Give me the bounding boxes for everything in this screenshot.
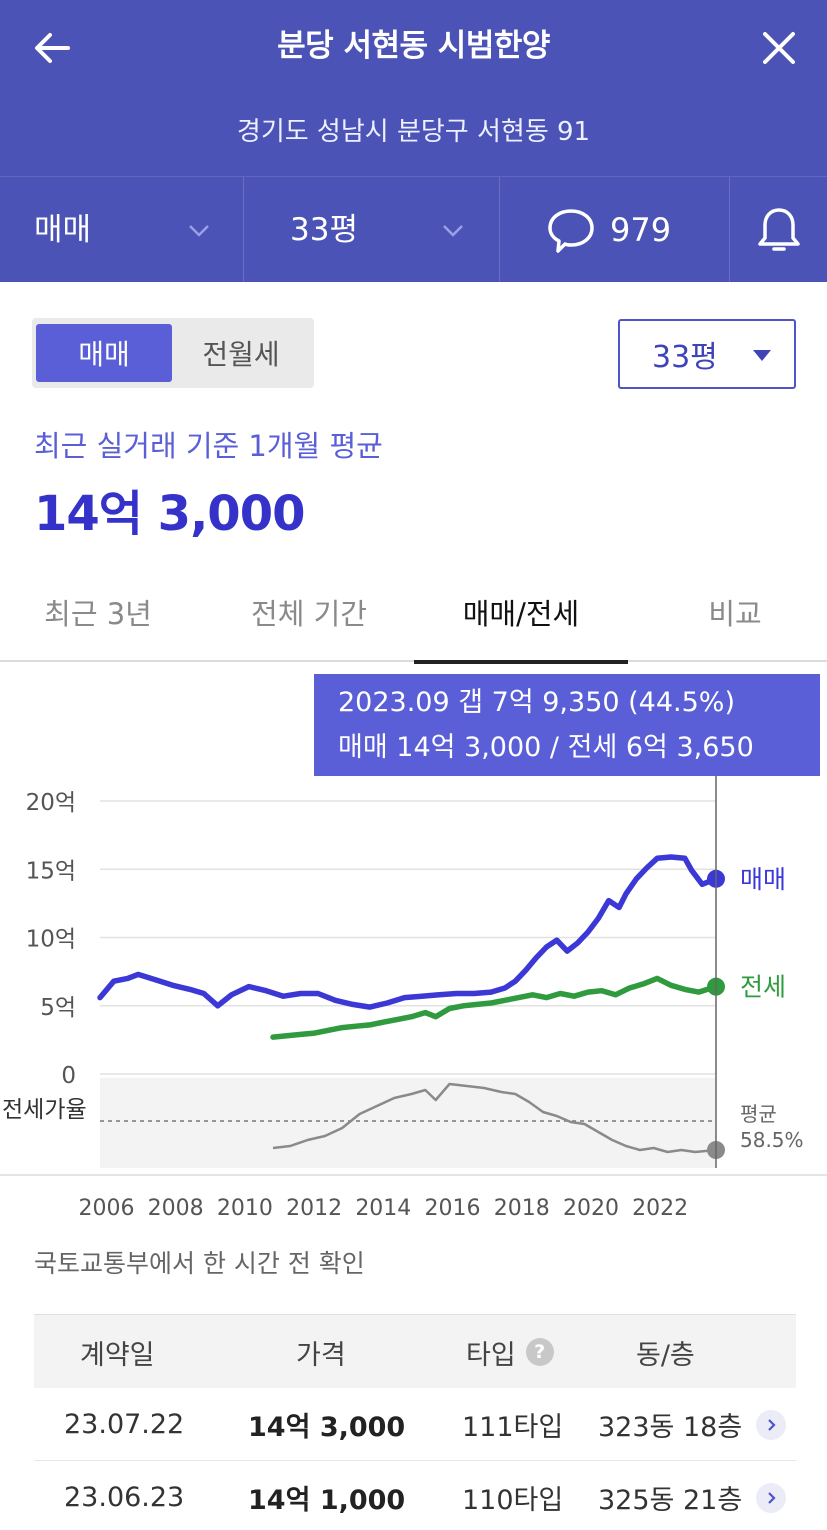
x-tick-label: 2010: [217, 1196, 273, 1220]
segment-sale[interactable]: 매매: [36, 324, 172, 382]
header-price: 가격: [296, 1339, 346, 1371]
page-title: 분당 서현동 시범한양: [277, 28, 550, 64]
ratio-band-bg: [100, 1078, 716, 1168]
row-date: 23.06.23: [64, 1482, 185, 1513]
trade-type-dropdown[interactable]: 매매: [0, 177, 244, 283]
tooltip-price-line: 매매 14억 3,000 / 전세 6억 3,650: [338, 732, 754, 763]
trade-type-label: 매매: [34, 212, 92, 248]
row-date: 23.07.22: [64, 1409, 185, 1440]
close-button[interactable]: [755, 24, 803, 72]
ratio-axis-label: 전세가율: [2, 1097, 87, 1123]
comment-count: 979: [610, 211, 672, 249]
y-tick-label: 20억: [26, 790, 76, 816]
segment-rent[interactable]: 전월세: [202, 338, 280, 371]
app-header: 분당 서현동 시범한양 경기도 성남시 분당구 서현동 91 매매 33평 97…: [0, 0, 827, 283]
y-tick-label: 15억: [26, 858, 76, 884]
tab-recent-3y[interactable]: 최근 3년: [44, 597, 152, 631]
x-tick-label: 2022: [632, 1196, 688, 1220]
series-line-jeonse: [270, 975, 719, 1040]
x-tick-label: 2006: [78, 1196, 134, 1220]
close-icon: [763, 32, 795, 64]
chart-tooltip: 2023.09 갭 7억 9,350 (44.5%) 매매 14억 3,000 …: [314, 674, 820, 776]
y-tick-label: 5억: [40, 995, 76, 1021]
row-price: 14억 3,000: [248, 1412, 406, 1443]
source-note: 국토교통부에서 한 시간 전 확인: [34, 1249, 365, 1278]
chevron-down-icon: [443, 225, 463, 237]
chevron-right-icon: [768, 1492, 776, 1504]
speech-bubble-icon: [548, 209, 594, 253]
series-label: 전세: [740, 973, 786, 1002]
ratio-avg-label: 평균: [740, 1102, 777, 1126]
x-tick-label: 2014: [355, 1196, 411, 1220]
row-detail-button[interactable]: [756, 1410, 786, 1440]
transactions-table: 계약일 가격 타입 ? 동/층 23.07.22 14억 3,000 111타입…: [34, 1314, 796, 1530]
ratio-line: [272, 1082, 717, 1154]
size-dropdown[interactable]: 33평: [244, 177, 500, 283]
x-tick-label: 2012: [286, 1196, 342, 1220]
period-tabs: 최근 3년 전체 기간 매매/전세 비교: [0, 562, 827, 664]
header-filter-bar: 매매 33평 979: [0, 176, 827, 283]
avg-price-label: 최근 실거래 기준 1개월 평균: [34, 429, 383, 463]
caret-down-icon: [753, 350, 771, 361]
tab-compare[interactable]: 비교: [708, 597, 762, 631]
y-tick-label: 10억: [26, 927, 76, 953]
bell-icon: [757, 208, 800, 251]
chevron-down-icon: [189, 225, 209, 237]
header-unit: 동/층: [636, 1339, 695, 1371]
avg-price-value: 14억 3,000: [34, 486, 305, 542]
back-button[interactable]: [28, 24, 76, 72]
section-divider: [0, 1174, 827, 1176]
arrow-left-icon: [35, 33, 70, 63]
row-type: 111타입: [462, 1412, 564, 1443]
size-select-value: 33평: [652, 340, 718, 375]
tab-all-period[interactable]: 전체 기간: [251, 597, 367, 631]
x-tick-label: 2018: [494, 1196, 550, 1220]
x-tick-label: 2016: [425, 1196, 481, 1220]
table-row[interactable]: 23.06.23 14억 1,000 110타입 325동 21층: [34, 1461, 796, 1530]
x-tick-label: 2020: [563, 1196, 619, 1220]
header-date: 계약일: [80, 1339, 155, 1371]
header-type-label: 타입: [466, 1339, 516, 1371]
help-icon[interactable]: ?: [525, 1338, 554, 1366]
tab-sale-jeonse[interactable]: 매매/전세: [414, 562, 628, 664]
trade-segmented-control: 매매 전월세: [32, 318, 314, 388]
header-type: 타입 ?: [466, 1315, 554, 1389]
y-tick-label: 0: [61, 1063, 76, 1089]
row-unit: 325동 21층: [598, 1485, 743, 1516]
ratio-avg-value: 58.5%: [740, 1128, 804, 1152]
tooltip-gap-line: 2023.09 갭 7억 9,350 (44.5%): [338, 687, 735, 718]
alert-button[interactable]: [730, 177, 827, 283]
address: 경기도 성남시 분당구 서현동 91: [236, 117, 591, 147]
x-tick-label: 2008: [148, 1196, 204, 1220]
price-chart[interactable]: 20억 15억 10억 5억 0 2006 2008 2010 2012 2014 2016 2018…: [0, 664, 827, 1220]
row-unit: 323동 18층: [598, 1412, 743, 1443]
header-top: 분당 서현동 시범한양: [0, 0, 827, 96]
comments-button[interactable]: 979: [500, 177, 730, 283]
row-price: 14억 1,000: [248, 1485, 406, 1516]
chevron-right-icon: [768, 1419, 776, 1431]
table-row[interactable]: 23.07.22 14억 3,000 111타입 323동 18층: [34, 1388, 796, 1461]
series-line-sale: [97, 854, 719, 1010]
size-select[interactable]: 33평: [618, 319, 796, 389]
size-label: 33평: [290, 212, 358, 248]
table-header: 계약일 가격 타입 ? 동/층: [34, 1314, 796, 1388]
row-type: 110타입: [462, 1485, 564, 1516]
row-detail-button[interactable]: [756, 1483, 786, 1513]
series-label: 매매: [740, 865, 786, 894]
